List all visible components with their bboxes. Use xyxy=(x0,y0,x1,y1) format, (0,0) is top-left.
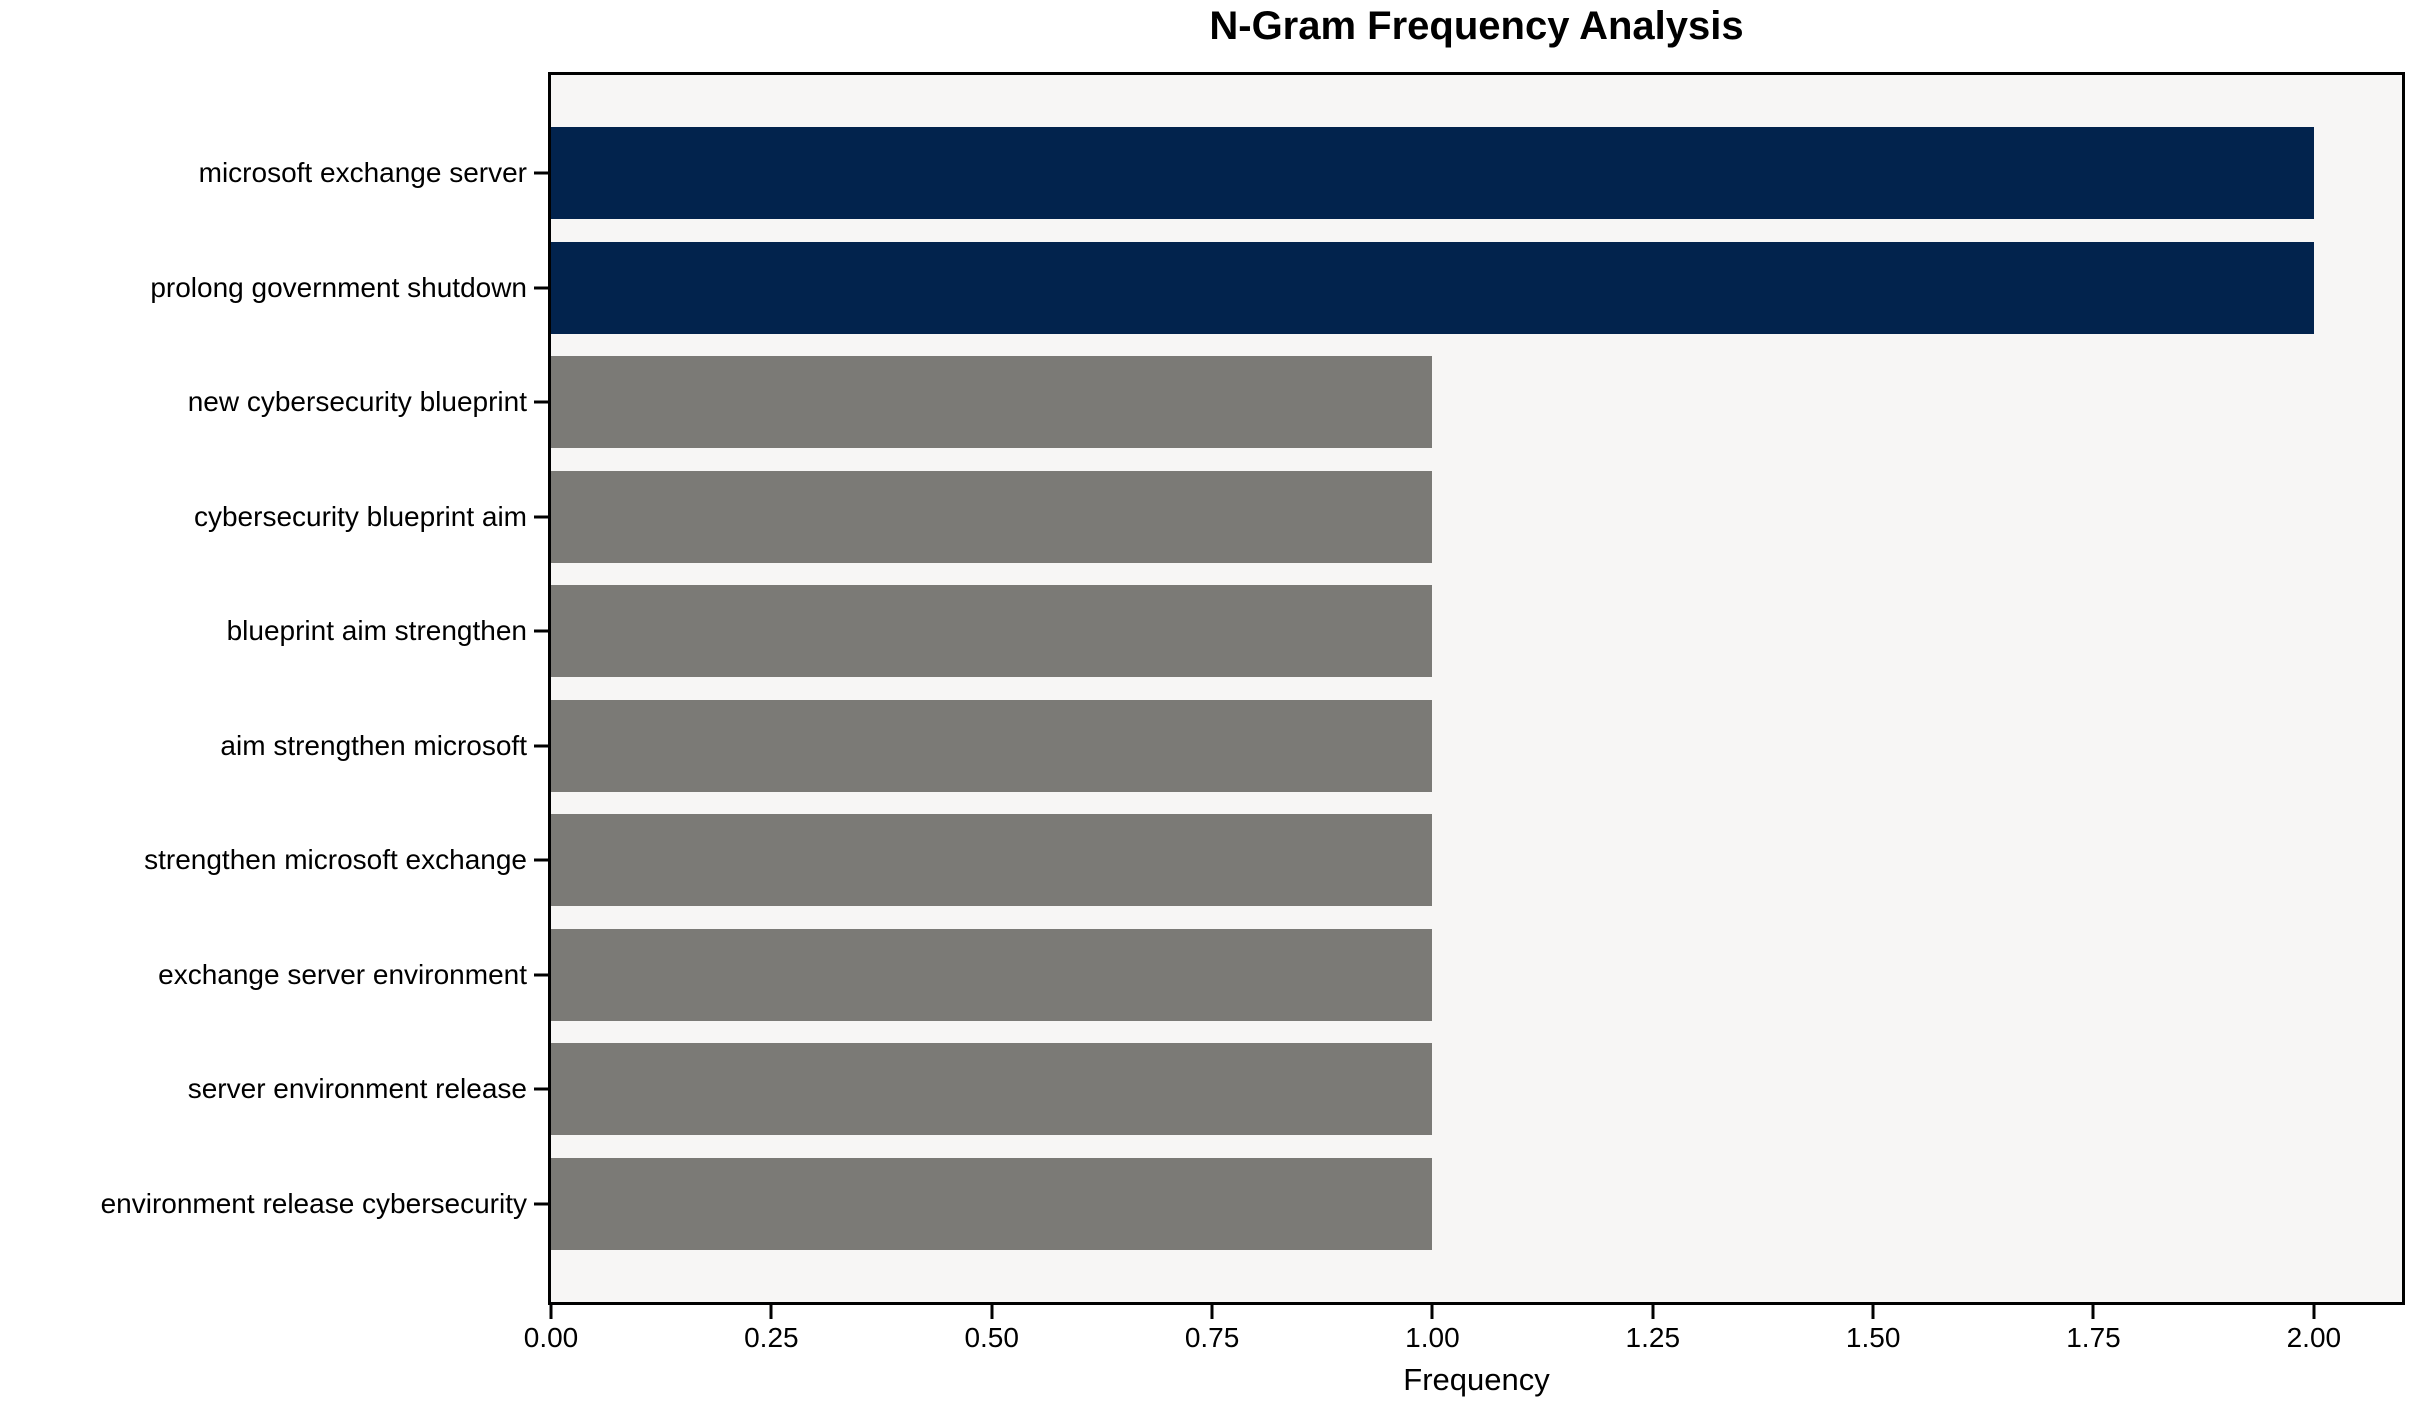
x-tick-label: 1.50 xyxy=(1845,1322,1901,1353)
bar xyxy=(551,814,1433,907)
y-tick-label: server environment release xyxy=(187,1073,527,1105)
x-tick-mark xyxy=(2312,1305,2316,1319)
x-axis-title: Frequency xyxy=(1403,1362,1550,1397)
bar-row: server environment release xyxy=(188,1043,2402,1136)
y-tick-label: aim strengthen microsoft xyxy=(220,729,527,761)
bar xyxy=(551,1157,1433,1250)
y-tick-mark xyxy=(534,171,548,175)
y-tick-label: cybersecurity blueprint aim xyxy=(193,500,527,532)
x-tick-label: 0.75 xyxy=(1184,1322,1240,1353)
x-tick-label: 0.25 xyxy=(744,1322,799,1353)
x-tick-label: 1.00 xyxy=(1405,1322,1460,1353)
y-tick-label: environment release cybersecurity xyxy=(100,1187,527,1219)
bar-row: environment release cybersecurity xyxy=(101,1157,2402,1250)
x-tick-mark xyxy=(2091,1305,2095,1319)
bar-row: exchange server environment xyxy=(158,928,2402,1021)
y-tick-mark xyxy=(534,515,548,519)
bar-row: strengthen microsoft exchange xyxy=(144,814,2402,907)
y-tick-label: strengthen microsoft exchange xyxy=(144,844,527,876)
bar-row: aim strengthen microsoft xyxy=(220,699,2402,792)
y-tick-mark xyxy=(534,744,548,748)
bar-row: new cybersecurity blueprint xyxy=(188,356,2402,449)
y-tick-mark xyxy=(534,400,548,404)
x-tick-label: 0.00 xyxy=(523,1322,579,1353)
bar xyxy=(551,470,1433,563)
bar xyxy=(551,585,1433,678)
x-tick-mark xyxy=(769,1305,773,1319)
x-tick-mark xyxy=(1651,1305,1655,1319)
x-tick-label: 2.00 xyxy=(2286,1322,2342,1353)
bar xyxy=(551,356,1433,449)
y-tick-mark xyxy=(534,629,548,633)
x-tick-mark xyxy=(549,1305,553,1319)
chart-title: N-Gram Frequency Analysis xyxy=(1209,4,1744,48)
x-tick-label: 0.50 xyxy=(964,1322,1019,1353)
x-tick-mark xyxy=(1210,1305,1214,1319)
y-tick-label: prolong government shutdown xyxy=(150,271,527,303)
x-tick-mark xyxy=(1430,1305,1434,1319)
bar-row: microsoft exchange server xyxy=(199,127,2402,219)
y-tick-mark xyxy=(534,973,548,977)
bar xyxy=(551,699,1433,792)
y-tick-label: new cybersecurity blueprint xyxy=(187,386,527,418)
y-tick-label: exchange server environment xyxy=(158,958,527,990)
y-tick-mark xyxy=(534,1202,548,1206)
plot-area: microsoft exchange server prolong governm… xyxy=(101,72,2405,1353)
bar xyxy=(551,127,2314,219)
x-tick-mark xyxy=(990,1305,994,1319)
bar xyxy=(551,241,2314,334)
y-tick-label: microsoft exchange server xyxy=(198,157,527,188)
y-tick-mark xyxy=(534,858,548,862)
x-tick-label: 1.75 xyxy=(2066,1322,2121,1353)
bar-row: blueprint aim strengthen xyxy=(227,585,2402,678)
bar-row: prolong government shutdown xyxy=(150,241,2402,334)
x-tick-label: 1.25 xyxy=(1625,1322,1681,1353)
y-tick-label: blueprint aim strengthen xyxy=(226,615,527,647)
bar xyxy=(551,928,1433,1021)
bar xyxy=(551,1043,1433,1136)
bar-row: cybersecurity blueprint aim xyxy=(194,470,2402,563)
y-tick-mark xyxy=(534,286,548,290)
x-tick-mark xyxy=(1871,1305,1875,1319)
bar-rows: microsoft exchange server prolong governm… xyxy=(101,127,2402,1250)
y-tick-mark xyxy=(534,1087,548,1091)
